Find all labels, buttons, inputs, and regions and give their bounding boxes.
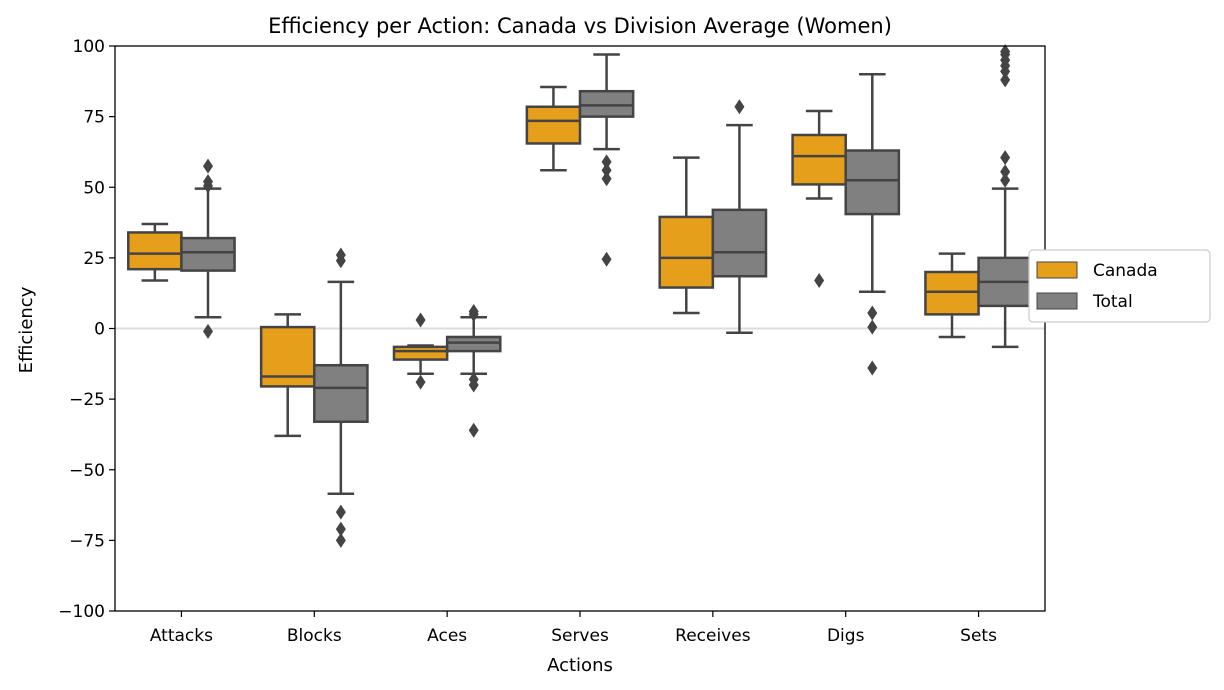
y-tick-label: −100 bbox=[58, 602, 105, 622]
iqr-box bbox=[525, 105, 582, 145]
box-total-serves bbox=[578, 53, 635, 267]
iqr-box bbox=[711, 208, 768, 278]
y-tick-label: 0 bbox=[94, 320, 105, 340]
iqr-box bbox=[844, 149, 901, 216]
y-tick-label: 25 bbox=[83, 249, 105, 269]
legend: Canada Total bbox=[1028, 249, 1211, 323]
box-total-digs bbox=[844, 73, 901, 376]
outlier-point bbox=[468, 377, 479, 393]
plot-area bbox=[127, 44, 1033, 548]
outlier-point bbox=[335, 521, 346, 537]
box-canada-sets bbox=[924, 252, 980, 339]
outlier-point bbox=[1000, 72, 1011, 88]
outlier-point bbox=[335, 253, 346, 269]
y-axis: −100 −75 −50 −25 0 25 50 75 100 bbox=[58, 37, 115, 622]
outlier-point bbox=[203, 158, 213, 174]
box-total-blocks bbox=[313, 247, 369, 548]
box-canada-aces bbox=[392, 312, 449, 390]
y-tick-label: −50 bbox=[69, 461, 105, 481]
x-tick-label: Blocks bbox=[287, 626, 342, 646]
box-canada-attacks bbox=[127, 222, 183, 282]
outlier-point bbox=[601, 162, 612, 178]
box-total-attacks bbox=[180, 158, 236, 339]
chart-title: Efficiency per Action: Canada vs Divisio… bbox=[268, 14, 892, 38]
outlier-point bbox=[203, 323, 213, 339]
iqr-box bbox=[924, 270, 980, 316]
legend-swatch-total bbox=[1036, 292, 1078, 310]
box-total-aces bbox=[445, 304, 502, 438]
outlier-point bbox=[1000, 164, 1011, 180]
x-axis-label: Actions bbox=[547, 655, 613, 676]
iqr-box bbox=[791, 133, 847, 186]
outlier-point bbox=[468, 422, 479, 438]
x-tick-label: Sets bbox=[960, 626, 997, 646]
x-tick-label: Digs bbox=[827, 626, 865, 646]
box-canada-digs bbox=[791, 109, 847, 288]
y-tick-label: 50 bbox=[83, 178, 105, 198]
outlier-point bbox=[415, 312, 426, 328]
outlier-point bbox=[814, 272, 825, 288]
outlier-point bbox=[734, 99, 745, 115]
iqr-box bbox=[658, 215, 715, 289]
outlier-point bbox=[1000, 150, 1011, 166]
iqr-box bbox=[127, 231, 183, 271]
iqr-box bbox=[445, 335, 502, 353]
outlier-point bbox=[335, 532, 346, 548]
box-total-sets bbox=[977, 44, 1033, 349]
outlier-point bbox=[1000, 172, 1011, 188]
iqr-box bbox=[392, 345, 449, 361]
iqr-box bbox=[578, 89, 635, 118]
outlier-point bbox=[335, 504, 346, 520]
y-tick-label: 75 bbox=[83, 108, 105, 128]
outlier-point bbox=[1000, 63, 1011, 79]
y-axis-label: Efficiency bbox=[16, 286, 37, 373]
box-total-receives bbox=[711, 99, 768, 334]
x-tick-label: Aces bbox=[427, 626, 467, 646]
box-canada-blocks bbox=[259, 313, 316, 438]
box-canada-receives bbox=[658, 156, 715, 315]
outlier-point bbox=[468, 306, 479, 322]
y-tick-label: 100 bbox=[73, 37, 105, 57]
outlier-point bbox=[415, 374, 426, 390]
iqr-box bbox=[180, 236, 236, 272]
legend-label-total: Total bbox=[1092, 292, 1133, 312]
outlier-point bbox=[867, 360, 878, 376]
outlier-point bbox=[867, 319, 878, 335]
legend-label-canada: Canada bbox=[1093, 261, 1158, 281]
outlier-point bbox=[601, 154, 612, 170]
iqr-box bbox=[313, 363, 369, 423]
x-axis: Attacks Blocks Aces Serves Receives Digs Sets bbox=[150, 611, 997, 646]
x-tick-label: Receives bbox=[675, 626, 751, 646]
box-canada-serves bbox=[525, 85, 582, 172]
outlier-point bbox=[867, 305, 878, 321]
y-tick-label: −75 bbox=[69, 531, 105, 551]
x-tick-label: Serves bbox=[551, 626, 609, 646]
y-tick-label: −25 bbox=[69, 390, 105, 410]
outlier-point bbox=[601, 171, 612, 187]
outlier-point bbox=[601, 251, 612, 267]
outlier-point bbox=[203, 178, 213, 194]
x-tick-label: Attacks bbox=[150, 626, 213, 646]
legend-swatch-canada bbox=[1036, 261, 1078, 279]
